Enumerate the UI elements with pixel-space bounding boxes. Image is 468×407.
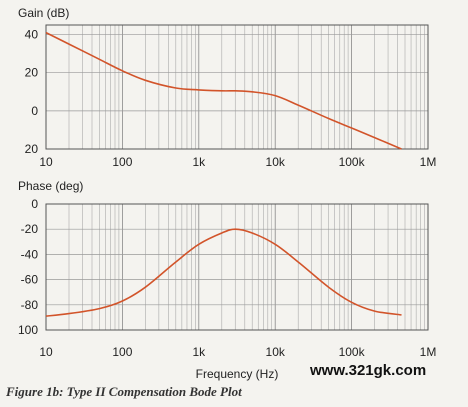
x-tick-label: 100k	[339, 345, 366, 359]
y-tick-label: -20	[21, 222, 39, 236]
plot-area	[45, 203, 429, 331]
x-tick-label: 100	[112, 155, 132, 169]
x-axis-title: Frequency (Hz)	[196, 367, 279, 381]
watermark-text: www.321gk.com	[310, 362, 427, 379]
y-tick-label: 20	[25, 66, 39, 80]
chart-title: Gain (dB)	[18, 6, 69, 20]
y-tick-label: 0	[31, 197, 38, 211]
series-line	[45, 228, 402, 317]
y-tick-label: 20	[25, 142, 39, 156]
x-tick-label: 10k	[266, 345, 286, 359]
x-tick-label: 10k	[266, 155, 286, 169]
x-tick-label: 100k	[339, 155, 366, 169]
y-tick-label: -60	[21, 273, 39, 287]
x-tick-label: 10	[39, 155, 53, 169]
x-tick-label: 1M	[420, 345, 437, 359]
y-tick-label: -40	[21, 247, 39, 261]
series-line	[45, 31, 402, 150]
chart-title: Phase (deg)	[18, 179, 83, 193]
x-tick-label: 1k	[192, 345, 206, 359]
x-tick-label: 10	[39, 345, 53, 359]
y-tick-label: -80	[21, 298, 39, 312]
y-tick-label: 40	[25, 28, 39, 42]
y-tick-label: 100	[18, 323, 38, 337]
y-tick-label: 0	[31, 104, 38, 118]
x-tick-label: 1k	[192, 155, 206, 169]
plot-area	[45, 24, 429, 150]
x-tick-label: 1M	[420, 155, 437, 169]
x-tick-label: 100	[112, 345, 132, 359]
figure-caption: Figure 1b: Type II Compensation Bode Plo…	[6, 384, 242, 399]
